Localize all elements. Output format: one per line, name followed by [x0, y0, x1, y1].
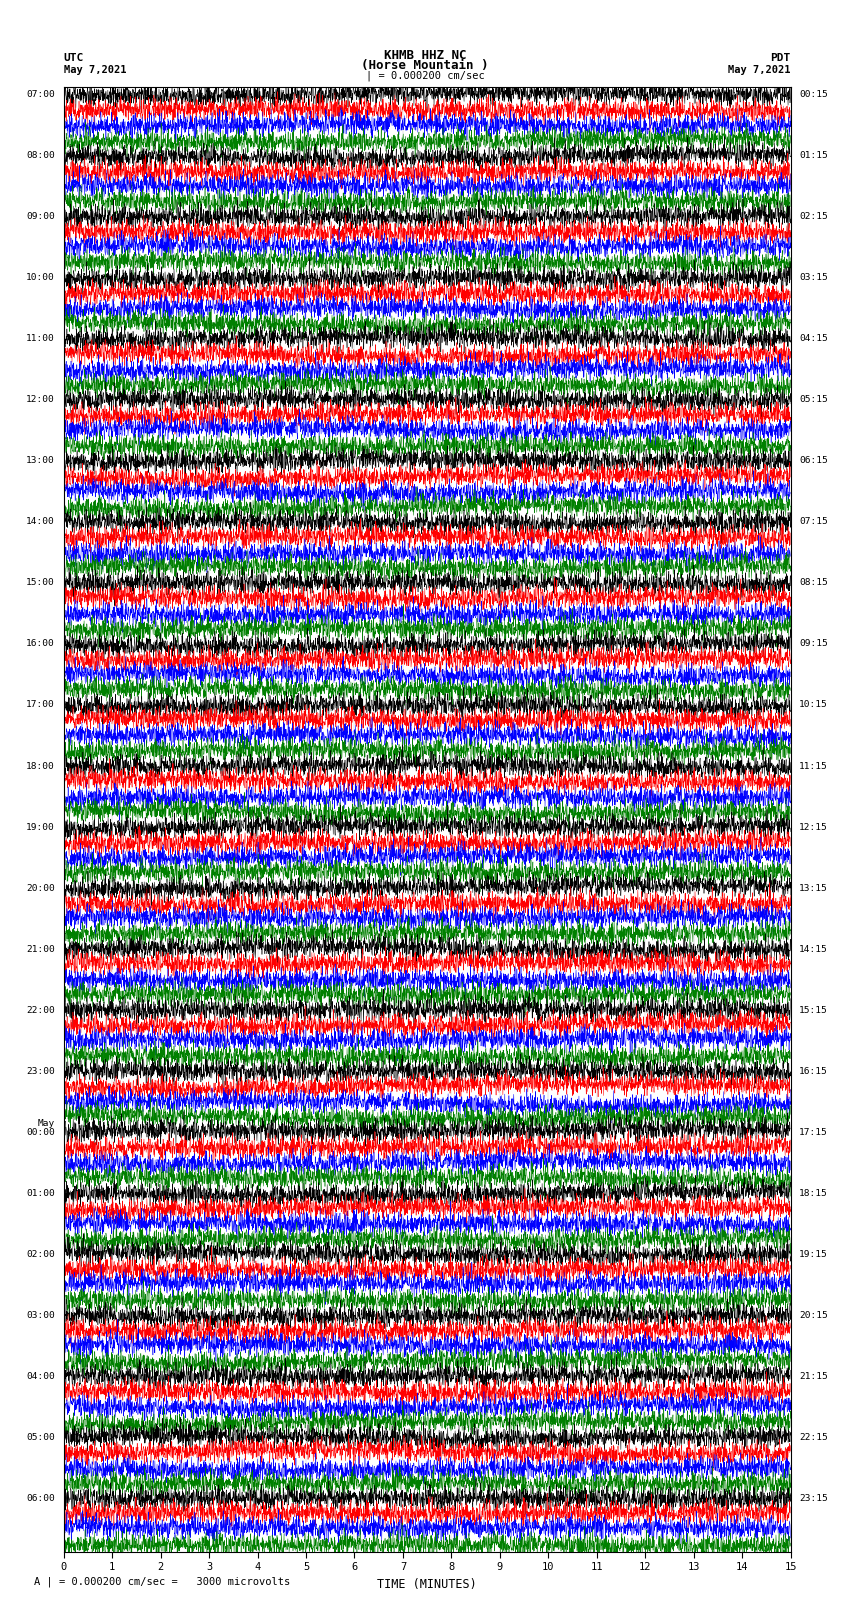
Text: 16:00: 16:00	[26, 639, 55, 648]
Text: 20:00: 20:00	[26, 884, 55, 892]
Text: May 7,2021: May 7,2021	[728, 65, 791, 74]
Text: 18:00: 18:00	[26, 761, 55, 771]
Text: 23:15: 23:15	[799, 1494, 828, 1503]
Text: 21:15: 21:15	[799, 1371, 828, 1381]
Text: 08:00: 08:00	[26, 152, 55, 160]
Text: 10:00: 10:00	[26, 273, 55, 282]
Text: 12:00: 12:00	[26, 395, 55, 405]
Text: 20:15: 20:15	[799, 1311, 828, 1319]
Text: UTC: UTC	[64, 53, 84, 63]
Text: 14:00: 14:00	[26, 518, 55, 526]
Text: 10:15: 10:15	[799, 700, 828, 710]
Text: 16:15: 16:15	[799, 1066, 828, 1076]
Text: 17:15: 17:15	[799, 1127, 828, 1137]
Text: A | = 0.000200 cm/sec =   3000 microvolts: A | = 0.000200 cm/sec = 3000 microvolts	[34, 1576, 290, 1587]
Text: 08:15: 08:15	[799, 579, 828, 587]
Text: | = 0.000200 cm/sec: | = 0.000200 cm/sec	[366, 71, 484, 82]
X-axis label: TIME (MINUTES): TIME (MINUTES)	[377, 1578, 477, 1590]
Text: 18:15: 18:15	[799, 1189, 828, 1198]
Text: May 7,2021: May 7,2021	[64, 65, 127, 74]
Text: 23:00: 23:00	[26, 1066, 55, 1076]
Text: 22:00: 22:00	[26, 1005, 55, 1015]
Text: 15:00: 15:00	[26, 579, 55, 587]
Text: 12:15: 12:15	[799, 823, 828, 832]
Text: 19:15: 19:15	[799, 1250, 828, 1258]
Text: 11:15: 11:15	[799, 761, 828, 771]
Text: 06:15: 06:15	[799, 456, 828, 466]
Text: 04:00: 04:00	[26, 1371, 55, 1381]
Text: 01:15: 01:15	[799, 152, 828, 160]
Text: 07:00: 07:00	[26, 90, 55, 100]
Text: 11:00: 11:00	[26, 334, 55, 344]
Text: PDT: PDT	[770, 53, 790, 63]
Text: 21:00: 21:00	[26, 945, 55, 953]
Text: 09:15: 09:15	[799, 639, 828, 648]
Text: 13:15: 13:15	[799, 884, 828, 892]
Text: 03:00: 03:00	[26, 1311, 55, 1319]
Text: 14:15: 14:15	[799, 945, 828, 953]
Text: 07:15: 07:15	[799, 518, 828, 526]
Text: 06:00: 06:00	[26, 1494, 55, 1503]
Text: 05:15: 05:15	[799, 395, 828, 405]
Text: 05:00: 05:00	[26, 1432, 55, 1442]
Text: 00:00: 00:00	[26, 1127, 55, 1137]
Text: 09:00: 09:00	[26, 213, 55, 221]
Text: 04:15: 04:15	[799, 334, 828, 344]
Text: 15:15: 15:15	[799, 1005, 828, 1015]
Text: 17:00: 17:00	[26, 700, 55, 710]
Text: 13:00: 13:00	[26, 456, 55, 466]
Text: 00:15: 00:15	[799, 90, 828, 100]
Text: 22:15: 22:15	[799, 1432, 828, 1442]
Text: 02:15: 02:15	[799, 213, 828, 221]
Text: 01:00: 01:00	[26, 1189, 55, 1198]
Text: 03:15: 03:15	[799, 273, 828, 282]
Text: May: May	[37, 1119, 55, 1127]
Text: (Horse Mountain ): (Horse Mountain )	[361, 58, 489, 71]
Text: 02:00: 02:00	[26, 1250, 55, 1258]
Text: 19:00: 19:00	[26, 823, 55, 832]
Text: KHMB HHZ NC: KHMB HHZ NC	[383, 48, 467, 63]
